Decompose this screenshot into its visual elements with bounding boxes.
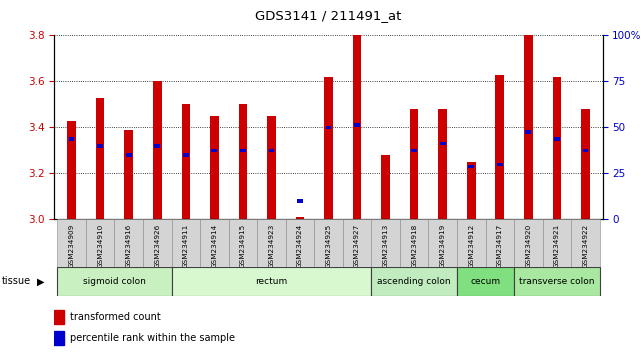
Text: sigmoid colon: sigmoid colon: [83, 277, 146, 286]
Bar: [97, 144, 103, 148]
Bar: [353, 35, 362, 219]
Bar: [412, 149, 417, 152]
Bar: [371, 219, 400, 267]
Text: GSM234911: GSM234911: [183, 223, 189, 268]
Text: GSM234912: GSM234912: [468, 223, 474, 268]
Bar: [143, 219, 172, 267]
Bar: [115, 219, 143, 267]
Text: GSM234915: GSM234915: [240, 223, 246, 268]
Bar: [495, 75, 504, 219]
Bar: [583, 149, 588, 152]
Bar: [181, 104, 190, 219]
Text: GSM234925: GSM234925: [326, 223, 331, 268]
Bar: [410, 109, 419, 219]
Bar: [514, 267, 600, 296]
Bar: [54, 310, 64, 324]
Bar: [469, 165, 474, 168]
Bar: [526, 130, 531, 134]
Text: GSM234916: GSM234916: [126, 223, 131, 268]
Bar: [96, 98, 104, 219]
Text: tissue: tissue: [1, 276, 30, 286]
Text: percentile rank within the sample: percentile rank within the sample: [70, 333, 235, 343]
Bar: [497, 162, 503, 166]
Text: rectum: rectum: [255, 277, 288, 286]
Text: GSM234924: GSM234924: [297, 223, 303, 268]
Text: GSM234920: GSM234920: [526, 223, 531, 268]
Bar: [200, 219, 229, 267]
Bar: [354, 124, 360, 127]
Bar: [172, 219, 200, 267]
Bar: [514, 219, 542, 267]
Bar: [457, 267, 514, 296]
Bar: [542, 219, 571, 267]
Text: ascending colon: ascending colon: [378, 277, 451, 286]
Bar: [485, 219, 514, 267]
Bar: [124, 130, 133, 219]
Bar: [571, 219, 600, 267]
Bar: [267, 116, 276, 219]
Bar: [269, 149, 274, 152]
Text: GSM234919: GSM234919: [440, 223, 445, 268]
Bar: [314, 219, 343, 267]
Text: GSM234917: GSM234917: [497, 223, 503, 268]
Bar: [438, 109, 447, 219]
Bar: [126, 153, 131, 157]
Bar: [69, 137, 74, 141]
Text: GSM234910: GSM234910: [97, 223, 103, 268]
Bar: [86, 219, 115, 267]
Bar: [57, 219, 86, 267]
Bar: [67, 120, 76, 219]
Bar: [524, 35, 533, 219]
Text: GSM234921: GSM234921: [554, 223, 560, 268]
Bar: [238, 104, 247, 219]
Text: GSM234914: GSM234914: [212, 223, 217, 268]
Text: GSM234918: GSM234918: [411, 223, 417, 268]
Bar: [286, 219, 314, 267]
Bar: [381, 155, 390, 219]
Text: GSM234909: GSM234909: [69, 223, 74, 268]
Bar: [428, 219, 457, 267]
Bar: [581, 109, 590, 219]
Bar: [467, 162, 476, 219]
Bar: [57, 267, 172, 296]
Bar: [440, 142, 445, 145]
Bar: [240, 149, 246, 152]
Bar: [400, 219, 428, 267]
Text: GSM234926: GSM234926: [154, 223, 160, 268]
Text: GSM234923: GSM234923: [269, 223, 274, 268]
Text: cecum: cecum: [470, 277, 501, 286]
Bar: [296, 217, 304, 219]
Text: transverse colon: transverse colon: [519, 277, 595, 286]
Bar: [210, 116, 219, 219]
Bar: [172, 267, 371, 296]
Bar: [212, 149, 217, 152]
Bar: [183, 153, 188, 157]
Text: ▶: ▶: [37, 276, 45, 286]
Bar: [371, 267, 457, 296]
Bar: [54, 331, 64, 345]
Bar: [343, 219, 371, 267]
Bar: [554, 137, 560, 141]
Text: GDS3141 / 211491_at: GDS3141 / 211491_at: [255, 9, 402, 22]
Text: GSM234927: GSM234927: [354, 223, 360, 268]
Bar: [326, 126, 331, 129]
Bar: [324, 77, 333, 219]
Bar: [153, 81, 162, 219]
Bar: [154, 144, 160, 148]
Bar: [457, 219, 485, 267]
Bar: [297, 199, 303, 203]
Text: transformed count: transformed count: [70, 312, 161, 322]
Bar: [229, 219, 257, 267]
Text: GSM234922: GSM234922: [583, 223, 588, 268]
Bar: [553, 77, 561, 219]
Bar: [257, 219, 286, 267]
Text: GSM234913: GSM234913: [383, 223, 388, 268]
